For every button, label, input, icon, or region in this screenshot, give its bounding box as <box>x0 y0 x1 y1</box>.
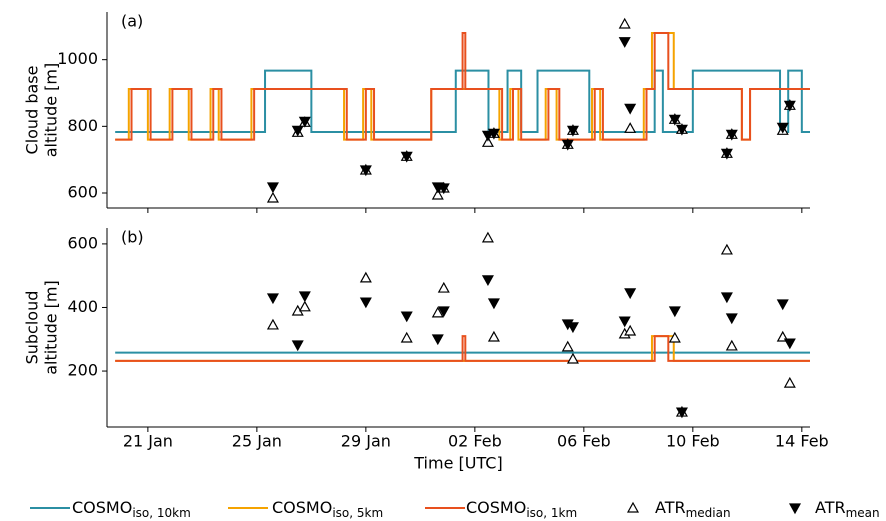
legend-label: ATRmean <box>815 498 880 520</box>
marker-median <box>437 281 450 293</box>
y-tick-label: 600 <box>67 233 98 252</box>
marker-mean <box>624 288 637 300</box>
x-tick-label: 25 Jan <box>232 432 282 451</box>
x-tick-label: 06 Feb <box>557 432 611 451</box>
marker-mean <box>298 116 311 128</box>
legend-label: COSMOiso, 1km <box>466 498 577 520</box>
marker-mean <box>487 298 500 310</box>
x-axis-label: Time [UTC] <box>413 454 502 473</box>
marker-median <box>783 376 796 388</box>
marker-median <box>487 330 500 342</box>
marker-median <box>481 231 494 243</box>
marker-mean <box>291 340 304 352</box>
y-tick-label: 1000 <box>57 49 98 68</box>
marker-mean <box>776 122 789 134</box>
legend-marker <box>626 501 640 513</box>
x-tick-label: 29 Jan <box>341 432 391 451</box>
marker-median <box>561 340 574 352</box>
y-axis-label: Subcloud <box>23 291 42 365</box>
marker-mean <box>298 291 311 303</box>
y-axis-label: altitude [m] <box>42 280 61 375</box>
marker-mean <box>566 322 579 334</box>
series-line <box>115 32 810 141</box>
marker-mean <box>400 311 413 323</box>
y-axis-label: Cloud base <box>23 66 42 155</box>
marker-mean <box>437 306 450 318</box>
marker-median <box>400 331 413 343</box>
marker-mean <box>668 306 681 318</box>
marker-median <box>624 122 637 133</box>
legend-marker <box>788 503 802 515</box>
legend-label: ATRmedian <box>655 498 731 520</box>
marker-mean <box>431 334 444 346</box>
marker-mean <box>291 125 304 137</box>
marker-median <box>481 136 494 147</box>
marker-mean <box>266 293 279 305</box>
marker-median <box>720 243 733 255</box>
marker-mean <box>618 37 631 48</box>
marker-mean <box>668 114 681 126</box>
series-line <box>115 32 810 141</box>
marker-median <box>725 339 738 351</box>
x-tick-label: 10 Feb <box>666 432 720 451</box>
marker-mean <box>359 165 372 177</box>
marker-mean <box>481 275 494 287</box>
marker-mean <box>675 124 688 136</box>
y-tick-label: 400 <box>67 297 98 316</box>
y-tick-label: 200 <box>67 361 98 380</box>
marker-median <box>668 331 681 343</box>
y-axis-label: altitude [m] <box>42 63 61 158</box>
x-tick-label: 02 Feb <box>448 432 502 451</box>
panel-label: (b) <box>121 228 144 247</box>
marker-mean <box>783 100 796 112</box>
marker-median <box>566 352 579 364</box>
series-line <box>115 335 810 362</box>
marker-median <box>618 17 631 29</box>
marker-median <box>431 306 444 318</box>
marker-mean <box>561 139 574 151</box>
marker-mean <box>776 299 789 311</box>
marker-mean <box>481 130 494 142</box>
marker-mean <box>720 148 733 160</box>
legend-label: COSMOiso, 10km <box>72 498 191 520</box>
marker-mean <box>566 125 579 137</box>
y-tick-label: 600 <box>67 183 98 202</box>
marker-mean <box>725 313 738 325</box>
marker-median <box>431 188 444 200</box>
legend-label: COSMOiso, 5km <box>272 498 383 520</box>
marker-median <box>266 318 279 330</box>
marker-mean <box>624 103 637 115</box>
marker-mean <box>359 297 372 309</box>
marker-mean <box>266 182 279 194</box>
x-tick-label: 21 Jan <box>123 432 173 451</box>
marker-mean <box>437 183 450 195</box>
marker-mean <box>400 151 413 163</box>
marker-mean <box>720 292 733 304</box>
marker-median <box>298 300 311 312</box>
panel-label: (a) <box>121 12 143 31</box>
marker-median <box>624 324 637 336</box>
marker-mean <box>487 128 500 140</box>
marker-median <box>266 191 279 203</box>
x-tick-label: 14 Feb <box>775 432 829 451</box>
marker-median <box>359 271 372 283</box>
marker-mean <box>725 129 738 141</box>
y-tick-label: 800 <box>67 116 98 135</box>
marker-mean <box>618 316 631 328</box>
marker-mean <box>675 407 688 419</box>
marker-mean <box>783 338 796 350</box>
